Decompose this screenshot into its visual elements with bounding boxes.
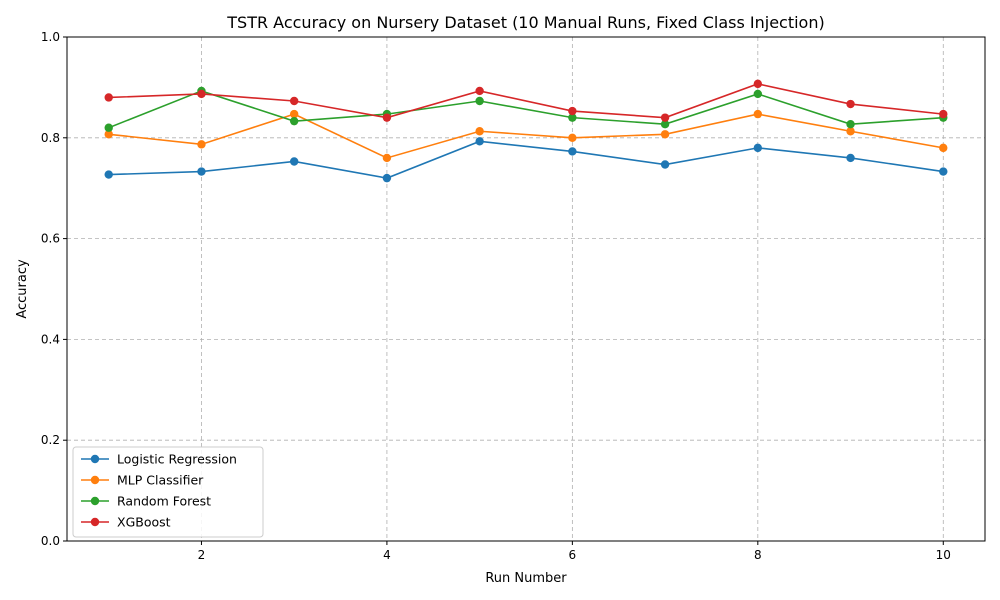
- y-tick-label: 0.2: [41, 433, 60, 447]
- x-tick-label: 4: [383, 548, 391, 562]
- data-point: [846, 153, 855, 163]
- data-point: [660, 113, 670, 122]
- data-point: [660, 130, 670, 139]
- data-point: [939, 143, 948, 153]
- data-point: [382, 173, 392, 183]
- y-tick-label: 0.0: [41, 534, 60, 548]
- legend-box: [72, 446, 264, 538]
- data-point: [104, 130, 113, 139]
- data-point: [197, 140, 206, 149]
- x-tick-label: 8: [754, 548, 762, 562]
- data-point: [939, 109, 948, 119]
- data-point: [753, 89, 763, 99]
- legend: Logistic Regression MLP Classifier Random …: [72, 446, 264, 538]
- legend-item: XGBoost: [81, 515, 171, 530]
- legend-label: Random Forest: [117, 494, 211, 509]
- series-line: [108, 113, 944, 159]
- y-tick-label: 0.8: [41, 131, 60, 145]
- legend-item: Logistic Regression: [81, 452, 237, 467]
- data-point: [753, 109, 763, 119]
- x-axis: 2 4 6 8 10: [198, 541, 951, 562]
- y-tick-label: 0.6: [41, 232, 60, 246]
- plot-frame: [66, 36, 986, 542]
- data-point: [289, 157, 299, 166]
- data-point: [382, 113, 392, 122]
- data-point: [475, 96, 484, 106]
- legend-label: Logistic Regression: [117, 452, 237, 467]
- legend-marker: [90, 517, 100, 527]
- legend-label: XGBoost: [117, 515, 171, 530]
- data-point: [753, 79, 763, 89]
- data-point: [289, 109, 299, 119]
- data-point: [568, 133, 577, 142]
- data-point: [568, 113, 577, 122]
- series-line: [108, 83, 944, 119]
- data-point: [197, 167, 206, 176]
- data-point: [289, 96, 299, 106]
- data-point: [104, 170, 113, 179]
- data-point: [475, 127, 484, 136]
- data-point: [382, 153, 392, 163]
- y-tick-label: 1.0: [41, 30, 60, 44]
- series-random-forest: [104, 86, 948, 132]
- y-tick-label: 0.4: [41, 332, 60, 346]
- data-point: [289, 116, 299, 126]
- series-logistic-regression: [104, 137, 948, 183]
- legend-marker: [90, 475, 100, 485]
- data-point: [475, 86, 484, 96]
- x-tick-label: 2: [198, 548, 206, 562]
- y-axis-label: Accuracy: [15, 259, 30, 319]
- legend-item: Random Forest: [81, 494, 211, 509]
- series-line: [108, 90, 944, 129]
- data-point: [846, 119, 855, 129]
- series-mlp-classifier: [104, 109, 948, 163]
- legend-item: MLP Classifier: [81, 473, 204, 488]
- x-tick-label: 6: [569, 548, 577, 562]
- legend-marker: [90, 496, 100, 506]
- series-layer: [104, 79, 948, 183]
- x-axis-label: Run Number: [485, 571, 567, 586]
- series-line: [108, 140, 944, 179]
- x-tick-label: 10: [936, 548, 951, 562]
- data-point: [846, 99, 855, 109]
- legend-marker: [90, 454, 100, 464]
- data-point: [197, 89, 206, 99]
- series-xgboost: [104, 79, 948, 122]
- data-point: [846, 127, 855, 136]
- data-point: [568, 147, 577, 156]
- legend-label: MLP Classifier: [117, 473, 204, 488]
- data-point: [104, 123, 113, 132]
- data-point: [660, 119, 670, 129]
- data-point: [660, 160, 670, 169]
- data-point: [753, 143, 763, 153]
- data-point: [104, 93, 113, 102]
- data-point: [939, 167, 948, 176]
- data-point: [568, 106, 577, 116]
- data-point: [475, 137, 484, 146]
- y-axis: 0.0 0.2 0.4 0.6 0.8 1.0: [41, 30, 67, 548]
- chart-title: TSTR Accuracy on Nursery Dataset (10 Man…: [226, 13, 824, 32]
